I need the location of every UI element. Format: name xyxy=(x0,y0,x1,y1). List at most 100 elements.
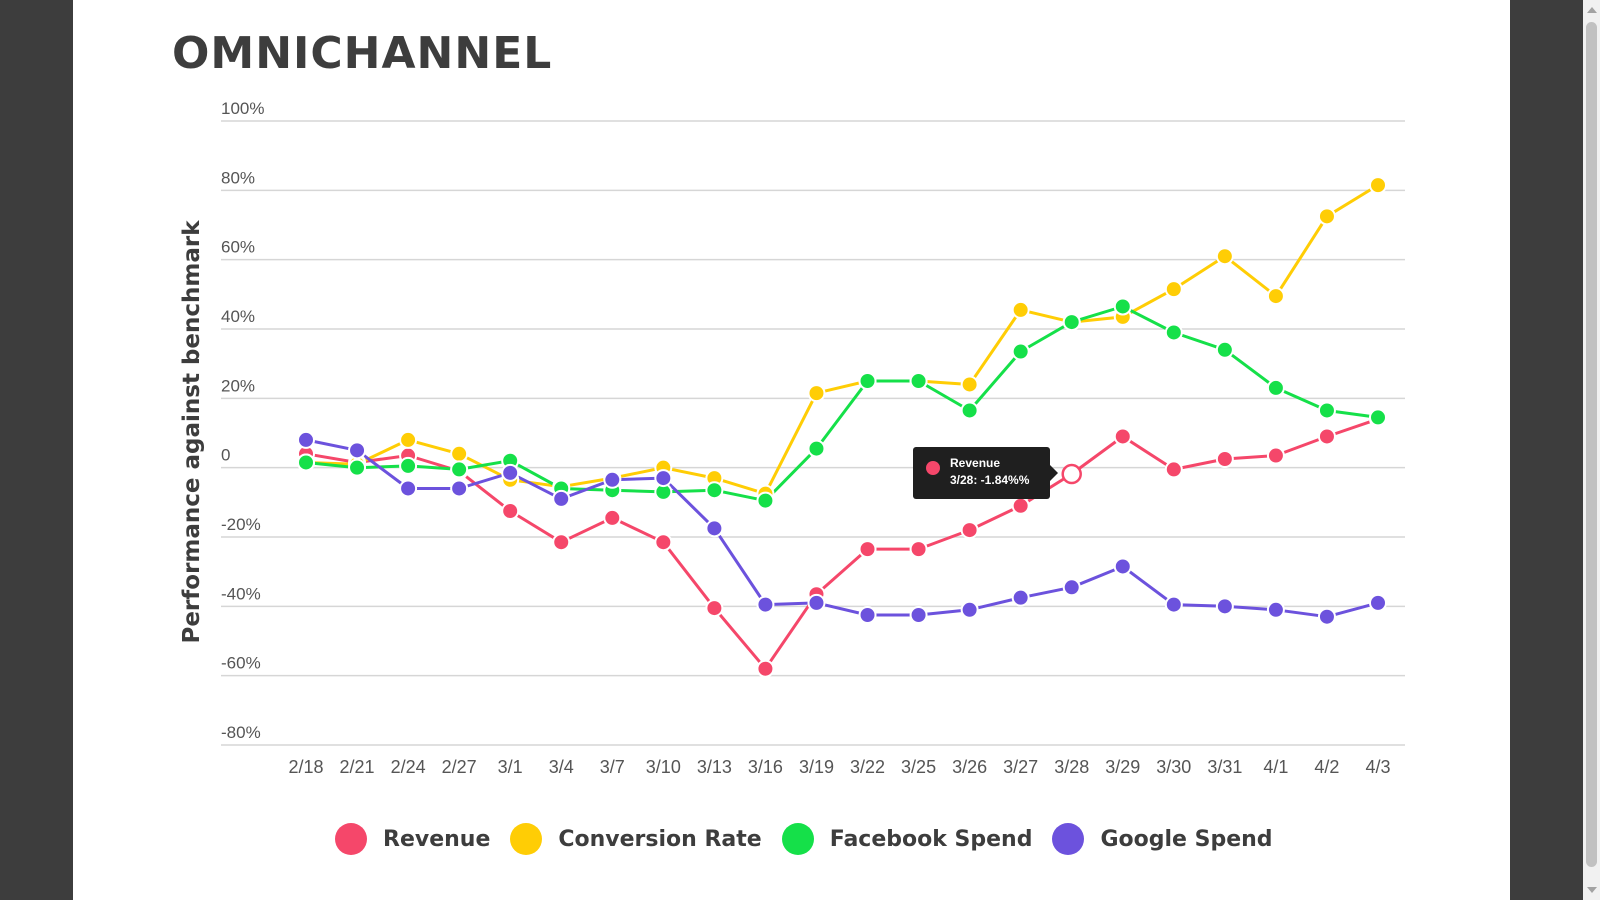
legend-label: Google Spend xyxy=(1100,826,1273,852)
x-tick-label: 3/29 xyxy=(1105,757,1140,777)
data-point xyxy=(348,458,367,477)
data-point xyxy=(1164,280,1183,299)
legend-label: Facebook Spend xyxy=(829,826,1033,852)
legend-label: Conversion Rate xyxy=(558,826,762,852)
data-point xyxy=(552,533,571,552)
data-point xyxy=(1215,597,1234,616)
data-point xyxy=(858,540,877,559)
data-point xyxy=(1113,557,1132,576)
tooltip-value: 3/28: -1.84%% xyxy=(950,473,1030,487)
data-point xyxy=(1317,401,1336,420)
x-tick-label: 3/4 xyxy=(549,757,574,777)
x-tick-label: 3/19 xyxy=(799,757,834,777)
x-tick-label: 4/1 xyxy=(1263,757,1288,777)
vertical-scrollbar[interactable] xyxy=(1583,0,1600,900)
data-point xyxy=(909,606,928,624)
legend-item-conversion-rate[interactable]: Conversion Rate xyxy=(510,823,762,855)
tooltip-color-dot xyxy=(926,461,940,475)
legend-swatch xyxy=(510,823,543,855)
data-point xyxy=(399,456,418,475)
data-point xyxy=(807,384,826,403)
y-tick-label: 40% xyxy=(221,307,255,326)
data-point xyxy=(1215,450,1234,468)
data-point xyxy=(807,593,826,612)
data-point xyxy=(909,372,928,390)
tooltip-series: Revenue xyxy=(950,456,1001,470)
data-point xyxy=(1266,287,1285,306)
x-tick-labels: 2/18 2/21 2/24 2/27 3/1 3/4 3/7 3/10 3/13 3/16 3/1… xyxy=(288,757,1390,777)
data-point xyxy=(960,521,979,540)
data-point xyxy=(1266,600,1285,619)
legend-item-google-spend[interactable]: Google Spend xyxy=(1052,823,1273,855)
grid-lines xyxy=(221,120,1405,746)
data-point xyxy=(297,453,315,472)
x-tick-label: 2/18 xyxy=(288,757,323,777)
data-point xyxy=(1011,496,1030,515)
data-point xyxy=(1317,607,1336,626)
data-point xyxy=(756,595,775,614)
data-point xyxy=(858,606,877,624)
data-point xyxy=(1062,313,1081,332)
data-point xyxy=(501,502,520,520)
data-point xyxy=(1317,427,1336,446)
x-tick-label: 3/27 xyxy=(1003,757,1038,777)
data-point xyxy=(399,479,418,498)
data-point xyxy=(399,430,418,449)
x-tick-label: 3/10 xyxy=(646,757,681,777)
scrollbar-thumb[interactable] xyxy=(1586,22,1597,867)
hovered-data-point xyxy=(1061,463,1082,485)
scroll-up-arrow-icon[interactable] xyxy=(1587,7,1597,13)
data-point xyxy=(1062,578,1081,597)
data-point xyxy=(960,401,979,420)
y-tick-label: -20% xyxy=(221,515,261,534)
data-point xyxy=(348,441,367,460)
data-point xyxy=(705,481,724,500)
data-point xyxy=(1011,342,1030,361)
data-point xyxy=(705,599,724,618)
data-point xyxy=(1369,176,1387,195)
data-point xyxy=(1317,207,1336,226)
legend-item-facebook-spend[interactable]: Facebook Spend xyxy=(781,823,1033,855)
data-point xyxy=(960,375,979,394)
data-point xyxy=(1164,460,1183,479)
series-line-0 xyxy=(305,417,1379,671)
page-title: OMNICHANNEL xyxy=(172,28,553,79)
data-point xyxy=(450,460,469,479)
y-tick-label: -80% xyxy=(221,723,261,742)
data-point xyxy=(450,444,469,463)
data-point xyxy=(1215,340,1234,359)
y-tick-label: 100% xyxy=(221,99,264,118)
series-line-1 xyxy=(305,183,1379,496)
data-point xyxy=(705,519,724,538)
data-point xyxy=(909,540,928,559)
data-point xyxy=(1164,323,1183,342)
x-tick-label: 3/28 xyxy=(1054,757,1089,777)
data-point xyxy=(756,659,775,678)
legend-item-revenue[interactable]: Revenue xyxy=(335,823,490,855)
x-tick-label: 3/13 xyxy=(697,757,732,777)
x-tick-label: 3/1 xyxy=(498,757,523,777)
data-point xyxy=(858,372,877,390)
y-tick-label: 0 xyxy=(221,446,230,465)
series-line-2 xyxy=(305,305,1379,503)
data-point xyxy=(552,489,571,508)
data-point xyxy=(1266,378,1285,397)
x-tick-label: 2/27 xyxy=(442,757,477,777)
data-point xyxy=(807,439,826,458)
data-point xyxy=(756,491,775,510)
scroll-down-arrow-icon[interactable] xyxy=(1587,887,1597,893)
data-point xyxy=(501,463,520,482)
x-tick-label: 4/3 xyxy=(1365,757,1390,777)
x-tick-label: 2/21 xyxy=(340,757,375,777)
legend-swatch xyxy=(335,823,367,855)
data-point xyxy=(1164,595,1183,614)
series-line-3 xyxy=(305,438,1379,619)
data-point xyxy=(1011,588,1030,607)
x-tick-label: 3/30 xyxy=(1156,757,1191,777)
data-point xyxy=(1113,297,1132,316)
data-point xyxy=(1215,247,1234,266)
x-tick-label: 2/24 xyxy=(391,757,426,777)
y-tick-label: 80% xyxy=(221,168,255,187)
x-tick-label: 3/25 xyxy=(901,757,936,777)
